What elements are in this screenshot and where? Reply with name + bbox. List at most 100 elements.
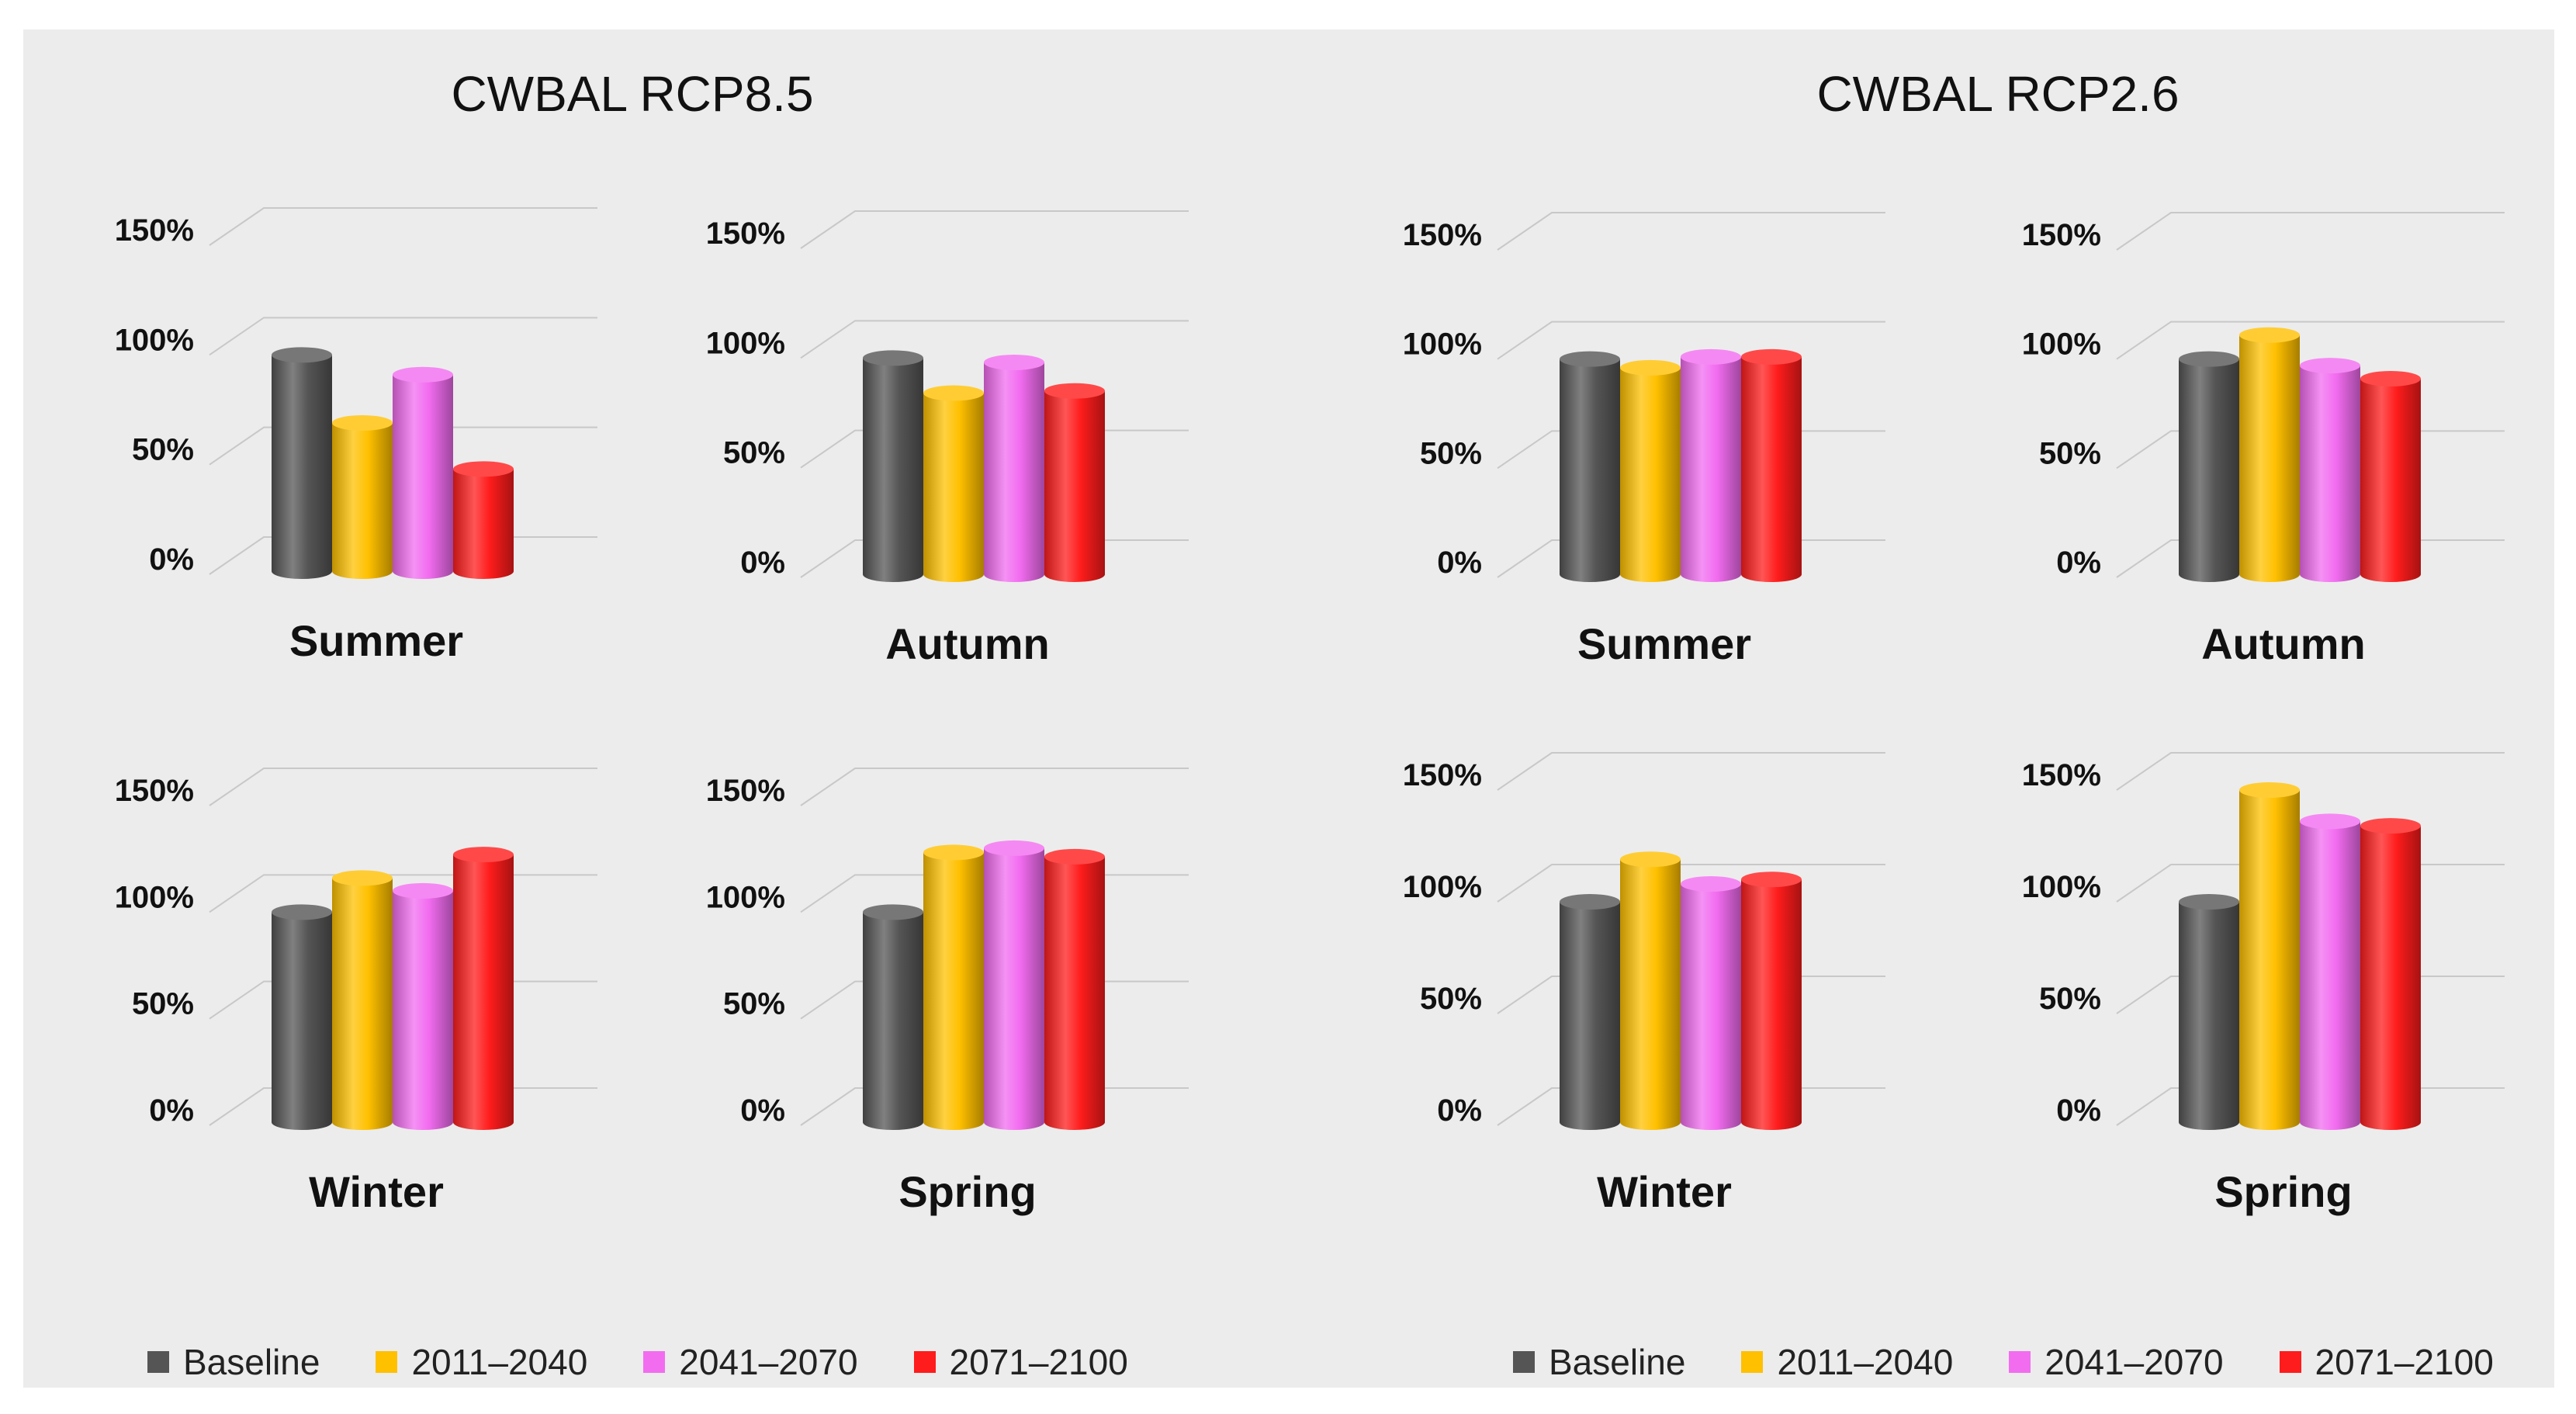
figure-background: CWBAL RCP8.5 CWBAL RCP2.6 0% 50% 100% 150% S… (23, 29, 2554, 1388)
bar-top-cap (2239, 327, 2300, 343)
gridline (1497, 321, 1885, 360)
bar-top-cap (863, 904, 923, 920)
legend-rcp85: Baseline 2011–2040 2041–2070 2071–2100 (147, 1341, 1184, 1383)
y-tick-label: 50% (1420, 982, 1482, 1016)
bar-top-cap (332, 414, 393, 431)
bar-top-cap (272, 904, 332, 920)
bar-top-cap (393, 366, 453, 383)
bar-baseline (2179, 902, 2239, 1130)
legend-label: 2041–2070 (679, 1342, 858, 1382)
y-tick-label: 100% (1403, 328, 1482, 362)
bar-baseline (272, 355, 332, 579)
bar-20412070 (984, 847, 1044, 1130)
legend-swatch (2279, 1351, 2301, 1373)
bar-20712100 (1741, 879, 1802, 1130)
bar-top-cap (984, 840, 1044, 856)
chart-cwbalrcp85-spring: 0% 50% 100% 150% Spring (706, 768, 1189, 1216)
bar-top-cap (2300, 813, 2360, 830)
bar-top-cap (2360, 818, 2421, 834)
gridline (1497, 212, 1885, 251)
y-tick-label: 50% (2039, 982, 2101, 1016)
gridline (209, 426, 597, 466)
y-tick-label: 0% (740, 546, 785, 580)
gridline (800, 210, 1189, 249)
bar-top-cap (453, 461, 514, 477)
legend-label: 2011–2040 (1777, 1342, 1954, 1382)
legend-swatch (913, 1351, 936, 1373)
gridline (1497, 864, 1885, 903)
bar-top-cap (2360, 370, 2421, 386)
y-tick-label: 100% (2022, 870, 2101, 904)
bar-20712100 (453, 469, 514, 579)
y-tick-label: 50% (132, 433, 194, 467)
bar-20112040 (1620, 367, 1681, 582)
legend-swatch (643, 1351, 666, 1373)
bar-top-cap (1681, 875, 1741, 892)
gridline (2116, 752, 2505, 791)
bar-top-cap (453, 847, 514, 863)
legend-swatch (2009, 1351, 2031, 1373)
legend-label: 2071–2100 (949, 1342, 1128, 1382)
bar-20412070 (984, 362, 1044, 582)
bar-top-cap (332, 870, 393, 886)
gridline (209, 768, 597, 806)
chart-cwbalrcp26-autumn: 0% 50% 100% 150% Autumn (2022, 212, 2505, 668)
bar-20712100 (453, 854, 514, 1130)
panel-title-rcp26: CWBAL RCP2.6 (1816, 66, 2180, 122)
y-tick-label: 0% (740, 1093, 785, 1128)
chart-title: Summer (1577, 619, 1751, 668)
bar-baseline (272, 912, 332, 1130)
chart-cwbalrcp26-summer: 0% 50% 100% 150% Summer (1403, 212, 1885, 668)
bar-top-cap (2179, 351, 2239, 367)
legend-label: 2041–2070 (2045, 1342, 2224, 1382)
y-tick-label: 0% (149, 1093, 194, 1128)
gridline (800, 768, 1189, 806)
bar-20412070 (1681, 356, 1741, 582)
gridline (800, 320, 1189, 359)
bar-20412070 (393, 890, 453, 1130)
legend-item-2041-2070: 2041–2070 (2009, 1341, 2224, 1383)
bar-20112040 (923, 393, 984, 582)
y-tick-label: 100% (2022, 328, 2101, 362)
y-tick-label: 0% (1437, 546, 1482, 580)
y-tick-label: 50% (2039, 436, 2101, 470)
bar-20412070 (1681, 883, 1741, 1130)
bar-top-cap (863, 350, 923, 366)
y-tick-label: 100% (706, 880, 785, 914)
bar-20112040 (1620, 859, 1681, 1130)
y-tick-label: 0% (149, 542, 194, 577)
chart-title: Winter (1597, 1167, 1732, 1216)
y-tick-label: 150% (706, 217, 785, 251)
y-tick-label: 100% (706, 326, 785, 360)
chart-cwbalrcp26-spring: 0% 50% 100% 150% Spring (2022, 752, 2505, 1216)
bar-top-cap (923, 844, 984, 861)
bar-20112040 (923, 852, 984, 1130)
bar-baseline (1560, 902, 1620, 1130)
bar-top-cap (2300, 358, 2360, 374)
gridline (209, 317, 597, 356)
chart-title: Spring (2214, 1167, 2352, 1216)
bar-20112040 (332, 422, 393, 579)
chart-cwbalrcp85-autumn: 0% 50% 100% 150% Autumn (706, 210, 1189, 668)
bar-baseline (2179, 359, 2239, 582)
y-tick-label: 0% (2056, 546, 2101, 580)
bar-20712100 (1044, 390, 1105, 582)
bar-20712100 (1741, 356, 1802, 582)
bar-20712100 (2360, 378, 2421, 582)
legend-label: 2011–2040 (411, 1342, 588, 1382)
bar-top-cap (1044, 848, 1105, 865)
y-tick-label: 50% (723, 436, 785, 470)
chart-area: 0%50%100%150%Summer0%50%100%150%Autumn0%… (115, 207, 2505, 1216)
bar-20112040 (2239, 334, 2300, 582)
legend-item-baseline: Baseline (147, 1341, 320, 1383)
legend-item-2011-2040: 2011–2040 (1741, 1341, 1953, 1383)
bar-top-cap (1044, 383, 1105, 399)
bar-20112040 (332, 878, 393, 1130)
y-tick-label: 150% (115, 774, 194, 808)
bar-20412070 (2300, 366, 2360, 582)
y-tick-label: 150% (2022, 758, 2101, 792)
bar-top-cap (1681, 348, 1741, 365)
bar-20712100 (1044, 856, 1105, 1130)
panel-title-rcp85: CWBAL RCP8.5 (451, 66, 814, 122)
bar-top-cap (1741, 348, 1802, 365)
